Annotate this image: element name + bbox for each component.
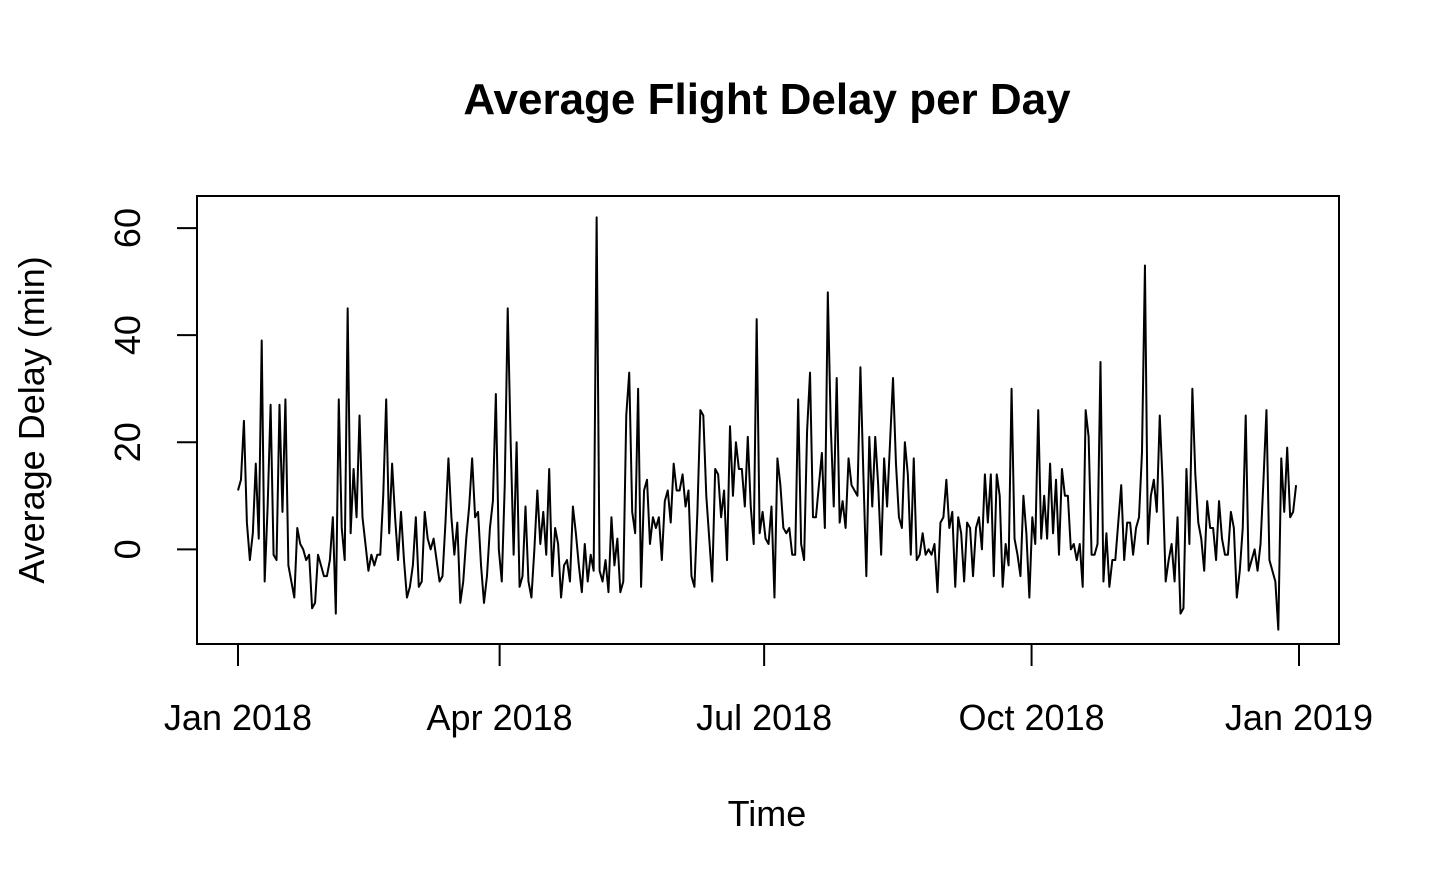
x-axis-title: Time [728,793,807,834]
x-tick-label: Jul 2018 [696,697,832,738]
y-tick-label: 40 [107,315,148,355]
x-tick-label: Oct 2018 [959,697,1105,738]
y-tick-label: 20 [107,422,148,462]
series-line [237,216,1298,631]
chart-title: Average Flight Delay per Day [463,75,1071,124]
y-axis-title: Average Delay (min) [11,256,52,583]
y-tick-label: 60 [107,208,148,248]
x-tick-label: Apr 2018 [427,697,573,738]
plot-frame [196,195,1340,645]
y-tick-label: 0 [107,539,148,559]
x-tick-label: Jan 2019 [1225,697,1373,738]
x-axis: Jan 2018 Apr 2018 Jul 2018 Oct 2018 Jan 2019 [164,643,1373,738]
y-axis: 0 20 40 60 [107,208,198,559]
x-tick-label: Jan 2018 [164,697,312,738]
